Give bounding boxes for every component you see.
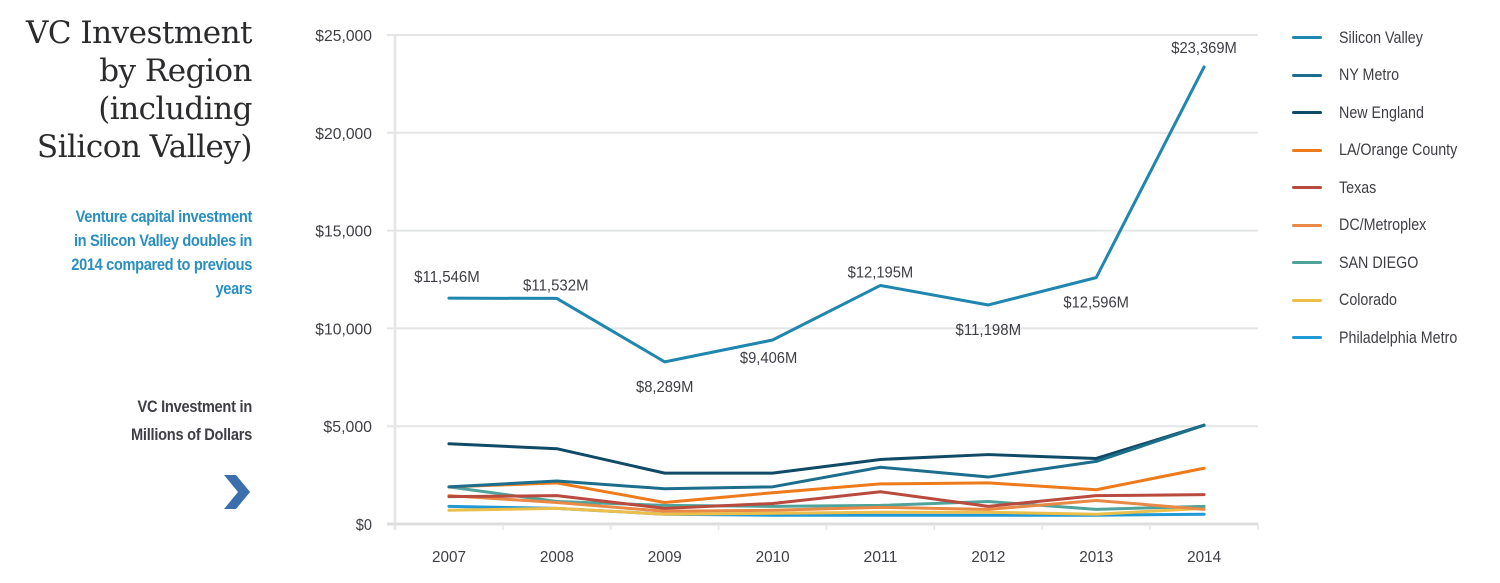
data-label: $11,546M	[414, 269, 480, 286]
axes	[387, 35, 1259, 530]
legend-swatch	[1292, 36, 1322, 40]
legend-item: Colorado	[1292, 282, 1480, 320]
legend-label: SAN DIEGO	[1339, 252, 1419, 272]
legend-swatch	[1292, 111, 1322, 115]
data-label: $8,289M	[636, 379, 693, 396]
legend-label: New England	[1339, 102, 1424, 122]
legend-label: Texas	[1339, 177, 1377, 197]
series-line-new-england	[447, 423, 1206, 475]
y-axis-ticks: $0 $5,000 $10,000 $15,000 $20,000 $25,000	[315, 28, 372, 534]
x-tick-label: 2009	[648, 549, 682, 566]
x-tick-label: 2013	[1079, 549, 1113, 566]
data-label: $9,406M	[740, 350, 797, 367]
title-line: by Region	[99, 53, 252, 89]
x-axis-ticks: 2007 2008 2009 2010 2011 2012 2013 2014	[432, 549, 1221, 566]
title-line: (including	[98, 91, 252, 127]
legend-label: Philadelphia Metro	[1339, 327, 1458, 347]
legend-item: Texas	[1292, 169, 1480, 207]
x-tick-label: 2010	[756, 549, 790, 566]
subtitle-line: in Silicon Valley doubles in	[73, 231, 252, 250]
y-tick-label: $25,000	[315, 28, 372, 45]
legend-item: Silicon Valley	[1292, 19, 1480, 57]
legend-item: SAN DIEGO	[1292, 244, 1480, 282]
series-line-san-diego	[447, 485, 1206, 511]
title-line: VC Investment	[25, 15, 253, 51]
page-title: VC Investment by Region (including Silic…	[0, 14, 253, 166]
x-tick-label: 2014	[1187, 549, 1221, 566]
x-tick-label: 2012	[971, 549, 1005, 566]
subtitle: Venture capital investment in Silicon Va…	[28, 205, 252, 301]
legend-item: New England	[1292, 94, 1480, 132]
legend-swatch	[1292, 186, 1322, 190]
y-tick-label: $10,000	[315, 321, 372, 338]
series-line-colorado	[447, 506, 1206, 516]
legend-swatch	[1292, 336, 1322, 340]
unit-line: VC Investment in	[137, 397, 253, 416]
legend-swatch	[1292, 298, 1322, 302]
y-tick-label: $5,000	[323, 419, 372, 436]
data-labels: $11,546M $11,532M $8,289M $9,406M $12,195M $1…	[414, 40, 1237, 396]
legend-swatch	[1292, 261, 1322, 265]
data-label: $12,596M	[1063, 295, 1129, 312]
title-line: Silicon Valley)	[36, 129, 253, 165]
subtitle-line: 2014 compared to previous	[71, 255, 252, 274]
series-line-la-orange-county	[447, 466, 1206, 504]
legend-label: LA/Orange County	[1339, 140, 1458, 160]
series-line-silicon-valley	[447, 65, 1206, 364]
x-tick-label: 2008	[540, 549, 574, 566]
series-lines	[447, 65, 1206, 517]
subtitle-line: Venture capital investment	[75, 207, 253, 226]
legend-item: Philadelphia Metro	[1292, 319, 1480, 357]
series-line-dc-metroplex	[447, 494, 1206, 513]
legend-label: Colorado	[1339, 290, 1397, 310]
legend-label: NY Metro	[1339, 65, 1400, 85]
y-tick-label: $15,000	[315, 224, 372, 241]
data-label: $23,369M	[1171, 40, 1237, 57]
legend-label: DC/Metroplex	[1339, 215, 1427, 235]
legend-swatch	[1292, 73, 1322, 77]
data-label: $11,198M	[956, 322, 1022, 339]
legend-item: LA/Orange County	[1292, 132, 1480, 170]
x-tick-label: 2011	[863, 549, 897, 566]
y-tick-label: $20,000	[315, 126, 372, 143]
series-line-ny-metro	[447, 423, 1206, 491]
subtitle-line: years	[215, 279, 253, 298]
legend-item: NY Metro	[1292, 57, 1480, 95]
series-line-texas	[447, 490, 1206, 510]
y-tick-label: $0	[356, 517, 372, 534]
x-tick-label: 2007	[432, 549, 466, 566]
unit-line: Millions of Dollars	[130, 425, 252, 444]
legend-label: Silicon Valley	[1339, 27, 1423, 47]
legend-swatch	[1292, 148, 1322, 152]
unit-label: VC Investment in Millions of Dollars	[28, 393, 252, 449]
legend: Silicon Valley NY Metro New England LA/Oran…	[1292, 19, 1480, 357]
data-label: $11,532M	[523, 277, 589, 294]
legend-item: DC/Metroplex	[1292, 207, 1480, 245]
legend-swatch	[1292, 223, 1322, 227]
chevron-right-icon[interactable]	[222, 473, 252, 511]
data-label: $12,195M	[848, 264, 914, 281]
